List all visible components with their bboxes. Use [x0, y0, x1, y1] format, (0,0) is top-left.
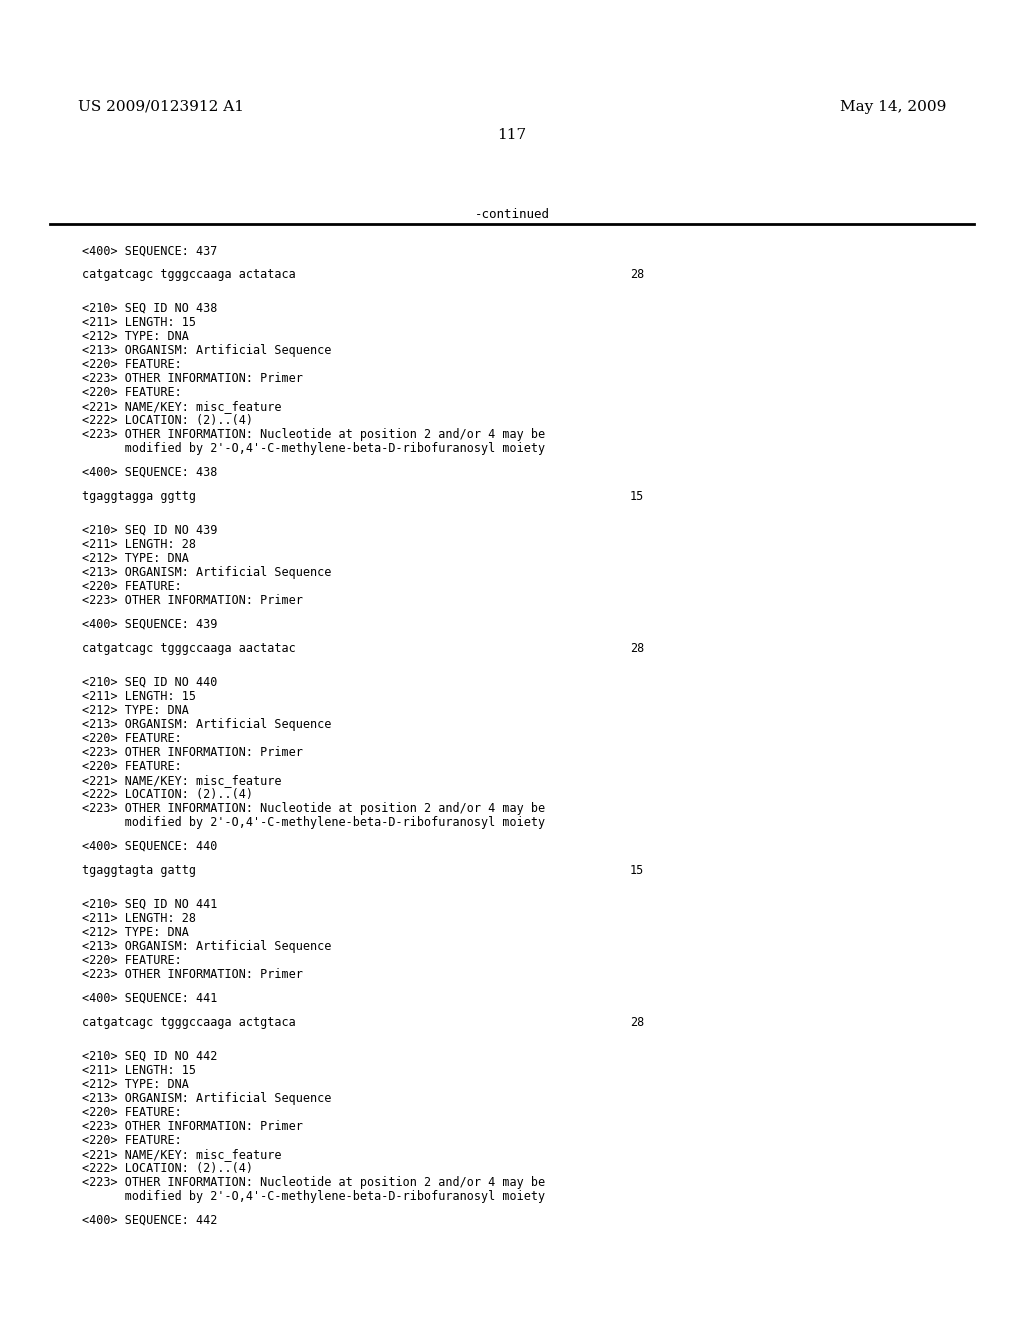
- Text: <222> LOCATION: (2)..(4): <222> LOCATION: (2)..(4): [82, 414, 253, 426]
- Text: <211> LENGTH: 28: <211> LENGTH: 28: [82, 912, 196, 925]
- Text: <210> SEQ ID NO 440: <210> SEQ ID NO 440: [82, 676, 217, 689]
- Text: <210> SEQ ID NO 438: <210> SEQ ID NO 438: [82, 302, 217, 315]
- Text: <211> LENGTH: 15: <211> LENGTH: 15: [82, 1064, 196, 1077]
- Text: <211> LENGTH: 15: <211> LENGTH: 15: [82, 690, 196, 704]
- Text: <223> OTHER INFORMATION: Nucleotide at position 2 and/or 4 may be: <223> OTHER INFORMATION: Nucleotide at p…: [82, 803, 545, 814]
- Text: <213> ORGANISM: Artificial Sequence: <213> ORGANISM: Artificial Sequence: [82, 566, 332, 579]
- Text: <212> TYPE: DNA: <212> TYPE: DNA: [82, 1078, 188, 1092]
- Text: US 2009/0123912 A1: US 2009/0123912 A1: [78, 100, 244, 114]
- Text: <223> OTHER INFORMATION: Primer: <223> OTHER INFORMATION: Primer: [82, 372, 303, 385]
- Text: <400> SEQUENCE: 438: <400> SEQUENCE: 438: [82, 466, 217, 479]
- Text: <213> ORGANISM: Artificial Sequence: <213> ORGANISM: Artificial Sequence: [82, 345, 332, 356]
- Text: <211> LENGTH: 15: <211> LENGTH: 15: [82, 315, 196, 329]
- Text: <221> NAME/KEY: misc_feature: <221> NAME/KEY: misc_feature: [82, 1148, 282, 1162]
- Text: <220> FEATURE:: <220> FEATURE:: [82, 733, 181, 744]
- Text: <220> FEATURE:: <220> FEATURE:: [82, 358, 181, 371]
- Text: catgatcagc tgggccaaga actgtaca: catgatcagc tgggccaaga actgtaca: [82, 1016, 296, 1030]
- Text: <220> FEATURE:: <220> FEATURE:: [82, 954, 181, 968]
- Text: <210> SEQ ID NO 439: <210> SEQ ID NO 439: [82, 524, 217, 537]
- Text: <212> TYPE: DNA: <212> TYPE: DNA: [82, 927, 188, 939]
- Text: <223> OTHER INFORMATION: Primer: <223> OTHER INFORMATION: Primer: [82, 1119, 303, 1133]
- Text: May 14, 2009: May 14, 2009: [840, 100, 946, 114]
- Text: modified by 2'-O,4'-C-methylene-beta-D-ribofuranosyl moiety: modified by 2'-O,4'-C-methylene-beta-D-r…: [82, 442, 545, 455]
- Text: <213> ORGANISM: Artificial Sequence: <213> ORGANISM: Artificial Sequence: [82, 940, 332, 953]
- Text: tgaggtagta gattg: tgaggtagta gattg: [82, 865, 196, 876]
- Text: <400> SEQUENCE: 442: <400> SEQUENCE: 442: [82, 1214, 217, 1228]
- Text: <213> ORGANISM: Artificial Sequence: <213> ORGANISM: Artificial Sequence: [82, 1092, 332, 1105]
- Text: catgatcagc tgggccaaga actataca: catgatcagc tgggccaaga actataca: [82, 268, 296, 281]
- Text: tgaggtagga ggttg: tgaggtagga ggttg: [82, 490, 196, 503]
- Text: <220> FEATURE:: <220> FEATURE:: [82, 760, 181, 774]
- Text: <221> NAME/KEY: misc_feature: <221> NAME/KEY: misc_feature: [82, 400, 282, 413]
- Text: 28: 28: [630, 268, 644, 281]
- Text: <400> SEQUENCE: 441: <400> SEQUENCE: 441: [82, 993, 217, 1005]
- Text: <221> NAME/KEY: misc_feature: <221> NAME/KEY: misc_feature: [82, 774, 282, 787]
- Text: <223> OTHER INFORMATION: Nucleotide at position 2 and/or 4 may be: <223> OTHER INFORMATION: Nucleotide at p…: [82, 1176, 545, 1189]
- Text: <212> TYPE: DNA: <212> TYPE: DNA: [82, 552, 188, 565]
- Text: modified by 2'-O,4'-C-methylene-beta-D-ribofuranosyl moiety: modified by 2'-O,4'-C-methylene-beta-D-r…: [82, 1191, 545, 1203]
- Text: <220> FEATURE:: <220> FEATURE:: [82, 385, 181, 399]
- Text: 28: 28: [630, 1016, 644, 1030]
- Text: 15: 15: [630, 865, 644, 876]
- Text: <210> SEQ ID NO 442: <210> SEQ ID NO 442: [82, 1049, 217, 1063]
- Text: <400> SEQUENCE: 440: <400> SEQUENCE: 440: [82, 840, 217, 853]
- Text: <210> SEQ ID NO 441: <210> SEQ ID NO 441: [82, 898, 217, 911]
- Text: <223> OTHER INFORMATION: Primer: <223> OTHER INFORMATION: Primer: [82, 968, 303, 981]
- Text: <400> SEQUENCE: 439: <400> SEQUENCE: 439: [82, 618, 217, 631]
- Text: -continued: -continued: [474, 209, 550, 220]
- Text: <220> FEATURE:: <220> FEATURE:: [82, 1134, 181, 1147]
- Text: <400> SEQUENCE: 437: <400> SEQUENCE: 437: [82, 246, 217, 257]
- Text: <220> FEATURE:: <220> FEATURE:: [82, 1106, 181, 1119]
- Text: 28: 28: [630, 642, 644, 655]
- Text: <222> LOCATION: (2)..(4): <222> LOCATION: (2)..(4): [82, 788, 253, 801]
- Text: <213> ORGANISM: Artificial Sequence: <213> ORGANISM: Artificial Sequence: [82, 718, 332, 731]
- Text: <223> OTHER INFORMATION: Nucleotide at position 2 and/or 4 may be: <223> OTHER INFORMATION: Nucleotide at p…: [82, 428, 545, 441]
- Text: <223> OTHER INFORMATION: Primer: <223> OTHER INFORMATION: Primer: [82, 594, 303, 607]
- Text: <222> LOCATION: (2)..(4): <222> LOCATION: (2)..(4): [82, 1162, 253, 1175]
- Text: 15: 15: [630, 490, 644, 503]
- Text: 117: 117: [498, 128, 526, 143]
- Text: <223> OTHER INFORMATION: Primer: <223> OTHER INFORMATION: Primer: [82, 746, 303, 759]
- Text: <212> TYPE: DNA: <212> TYPE: DNA: [82, 704, 188, 717]
- Text: modified by 2'-O,4'-C-methylene-beta-D-ribofuranosyl moiety: modified by 2'-O,4'-C-methylene-beta-D-r…: [82, 816, 545, 829]
- Text: catgatcagc tgggccaaga aactatac: catgatcagc tgggccaaga aactatac: [82, 642, 296, 655]
- Text: <212> TYPE: DNA: <212> TYPE: DNA: [82, 330, 188, 343]
- Text: <220> FEATURE:: <220> FEATURE:: [82, 579, 181, 593]
- Text: <211> LENGTH: 28: <211> LENGTH: 28: [82, 539, 196, 550]
